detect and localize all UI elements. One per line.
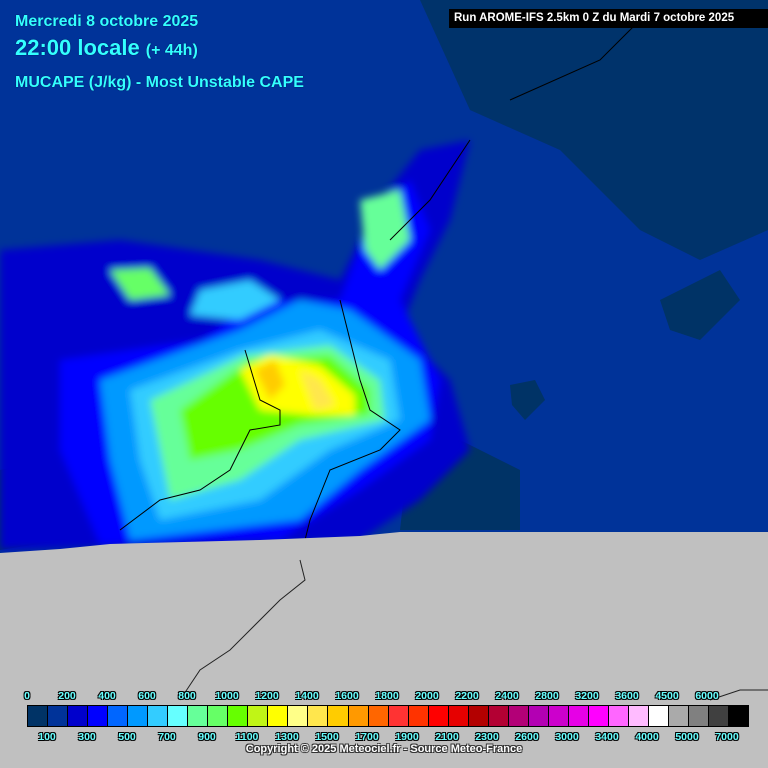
legend-label: 600	[138, 690, 156, 702]
legend-label: 4500	[655, 690, 679, 702]
legend-label: 7000	[715, 731, 739, 743]
legend-label: 2400	[495, 690, 519, 702]
legend-label: 2200	[455, 690, 479, 702]
legend-label: 3200	[575, 690, 599, 702]
legend-label: 200	[58, 690, 76, 702]
legend-label: 4000	[635, 731, 659, 743]
legend-swatch	[468, 706, 489, 726]
legend-label: 3400	[595, 731, 619, 743]
legend-swatch	[68, 706, 89, 726]
legend-swatch	[288, 706, 309, 726]
legend-swatch	[428, 706, 449, 726]
legend-label: 1000	[215, 690, 239, 702]
copyright: Copyright © 2025 Meteociel.fr - Source M…	[245, 743, 523, 755]
legend-swatch	[669, 706, 690, 726]
local-time: 22:00 locale	[15, 35, 140, 60]
legend-swatch	[328, 706, 349, 726]
legend-label: 1300	[275, 731, 299, 743]
legend-swatch	[689, 706, 710, 726]
legend-swatch	[268, 706, 289, 726]
legend-label: 700	[158, 731, 176, 743]
legend-swatch	[368, 706, 389, 726]
legend-swatch	[348, 706, 369, 726]
legend-swatch	[528, 706, 549, 726]
legend-swatch	[488, 706, 509, 726]
legend-label: 300	[78, 731, 96, 743]
legend-label: 800	[178, 690, 196, 702]
legend-label: 0	[24, 690, 30, 702]
legend-label: 1600	[335, 690, 359, 702]
forecast-date: Mercredi 8 octobre 2025	[15, 13, 199, 30]
legend-swatch	[108, 706, 129, 726]
legend-swatch	[208, 706, 229, 726]
legend-swatch	[648, 706, 669, 726]
legend-swatch	[48, 706, 69, 726]
legend-label: 3000	[555, 731, 579, 743]
legend-swatch	[388, 706, 409, 726]
legend-label: 1800	[375, 690, 399, 702]
legend-swatch	[729, 706, 749, 726]
legend-label: 1500	[315, 731, 339, 743]
legend-label: 400	[98, 690, 116, 702]
legend-swatch	[709, 706, 730, 726]
legend-label: 900	[198, 731, 216, 743]
lead-time: (+ 44h)	[145, 42, 198, 59]
legend-label: 3600	[615, 690, 639, 702]
legend-swatch	[248, 706, 269, 726]
legend-swatch	[148, 706, 169, 726]
legend-label: 1700	[355, 731, 379, 743]
legend-label: 2800	[535, 690, 559, 702]
legend-label: 2000	[415, 690, 439, 702]
legend-swatch	[88, 706, 109, 726]
legend-swatch	[28, 706, 49, 726]
legend-label: 500	[118, 731, 136, 743]
legend-label: 2100	[435, 731, 459, 743]
legend-label: 2600	[515, 731, 539, 743]
legend-label: 1400	[295, 690, 319, 702]
legend-swatch	[548, 706, 569, 726]
legend-label: 100	[38, 731, 56, 743]
legend-swatch	[188, 706, 209, 726]
legend-label: 5000	[675, 731, 699, 743]
legend-swatch	[128, 706, 149, 726]
legend-swatch	[228, 706, 249, 726]
legend-swatch	[168, 706, 189, 726]
run-info: Run AROME-IFS 2.5km 0 Z du Mardi 7 octob…	[449, 9, 768, 28]
forecast-time: 22:00 locale (+ 44h)	[15, 35, 198, 61]
legend-swatch	[568, 706, 589, 726]
legend-swatch	[628, 706, 649, 726]
legend-label: 6000	[695, 690, 719, 702]
legend-swatch	[588, 706, 609, 726]
legend-swatch	[608, 706, 629, 726]
legend-label: 1200	[255, 690, 279, 702]
legend-label: 1100	[235, 731, 259, 743]
legend-swatch	[508, 706, 529, 726]
coastline-africa	[179, 559, 768, 701]
legend-label: 2300	[475, 731, 499, 743]
color-legend	[27, 705, 749, 727]
legend-swatch	[308, 706, 329, 726]
legend-label: 1900	[395, 731, 419, 743]
parameter-title: MUCAPE (J/kg) - Most Unstable CAPE	[15, 74, 304, 91]
legend-swatch	[408, 706, 429, 726]
legend-swatch	[448, 706, 469, 726]
